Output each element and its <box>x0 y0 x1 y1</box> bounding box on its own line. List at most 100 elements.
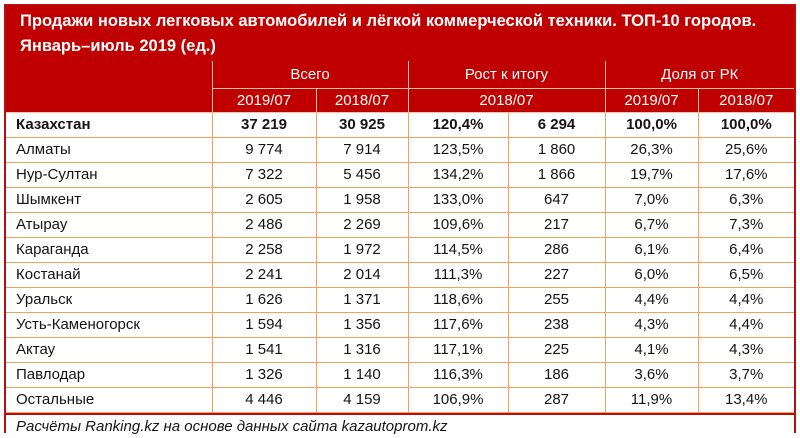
header-sub-row: 2019/07 2018/07 2018/07 2019/07 2018/07 <box>6 88 795 113</box>
value-cell: 1 626 <box>211 286 317 313</box>
source-note: Расчёты Ranking.kz на основе данных сайт… <box>6 412 794 438</box>
table-row: Костанай 2 241 2 014 111,3% 227 6,0% 6,5% <box>6 261 795 288</box>
value-cell: 2 605 <box>211 186 317 213</box>
value-cell: 225 <box>507 336 606 363</box>
value-cell: 7,3% <box>697 211 795 238</box>
value-cell: 2 486 <box>211 211 317 238</box>
table-row: Караганда 2 258 1 972 114,5% 286 6,1% 6,4% <box>6 236 795 263</box>
value-cell: 6,0% <box>604 261 699 288</box>
value-cell: 133,0% <box>407 186 509 213</box>
value-cell: 37 219 <box>211 111 317 138</box>
value-cell: 227 <box>507 261 606 288</box>
group-header-share: Доля от РК <box>604 61 795 89</box>
value-cell: 1 860 <box>507 136 606 163</box>
value-cell: 6,5% <box>697 261 795 288</box>
value-cell: 217 <box>507 211 606 238</box>
sales-table: Всего Рост к итогу Доля от РК 2019/07 20… <box>6 61 795 413</box>
city-cell: Атырау <box>6 211 213 238</box>
city-cell: Алматы <box>6 136 213 163</box>
header-group-row: Всего Рост к итогу Доля от РК <box>6 61 795 113</box>
value-cell: 17,6% <box>697 161 795 188</box>
city-cell: Шымкент <box>6 186 213 213</box>
value-cell: 2 258 <box>211 236 317 263</box>
value-cell: 2 241 <box>211 261 317 288</box>
stats-table-card: Продажи новых легковых автомобилей и лёг… <box>4 4 796 438</box>
value-cell: 286 <box>507 236 606 263</box>
value-cell: 13,4% <box>697 386 795 413</box>
subheader-growth-2018: 2018/07 <box>407 88 606 113</box>
value-cell: 26,3% <box>604 136 699 163</box>
city-cell: Костанай <box>6 261 213 288</box>
value-cell: 1 594 <box>211 311 317 338</box>
value-cell: 1 958 <box>315 186 409 213</box>
table-row: Казахстан 37 219 30 925 120,4% 6 294 100,0% 10… <box>6 111 795 138</box>
value-cell: 6,4% <box>697 236 795 263</box>
value-cell: 11,9% <box>604 386 699 413</box>
value-cell: 117,1% <box>407 336 509 363</box>
city-cell: Караганда <box>6 236 213 263</box>
table-title-line1: Продажи новых легковых автомобилей и лёг… <box>20 12 757 30</box>
value-cell: 6,1% <box>604 236 699 263</box>
value-cell: 118,6% <box>407 286 509 313</box>
value-cell: 100,0% <box>697 111 795 138</box>
value-cell: 6 294 <box>507 111 606 138</box>
value-cell: 186 <box>507 361 606 388</box>
value-cell: 4,3% <box>697 336 795 363</box>
value-cell: 4,4% <box>697 311 795 338</box>
value-cell: 1 972 <box>315 236 409 263</box>
value-cell: 6,3% <box>697 186 795 213</box>
value-cell: 1 316 <box>315 336 409 363</box>
corner-cell <box>6 61 213 113</box>
table-row: Остальные 4 446 4 159 106,9% 287 11,9% 13,4% <box>6 386 795 413</box>
value-cell: 287 <box>507 386 606 413</box>
value-cell: 4 159 <box>315 386 409 413</box>
value-cell: 1 371 <box>315 286 409 313</box>
subheader-share-2018: 2018/07 <box>697 88 795 113</box>
value-cell: 4,3% <box>604 311 699 338</box>
table-title: Продажи новых легковых автомобилей и лёг… <box>6 6 794 61</box>
value-cell: 7 914 <box>315 136 409 163</box>
value-cell: 9 774 <box>211 136 317 163</box>
table-row: Алматы 9 774 7 914 123,5% 1 860 26,3% 25,6% <box>6 136 795 163</box>
value-cell: 7,0% <box>604 186 699 213</box>
city-cell: Казахстан <box>6 111 213 138</box>
city-cell: Остальные <box>6 386 213 413</box>
value-cell: 2 014 <box>315 261 409 288</box>
value-cell: 1 866 <box>507 161 606 188</box>
value-cell: 238 <box>507 311 606 338</box>
table-row: Атырау 2 486 2 269 109,6% 217 6,7% 7,3% <box>6 211 795 238</box>
value-cell: 117,6% <box>407 311 509 338</box>
value-cell: 7 322 <box>211 161 317 188</box>
value-cell: 5 456 <box>315 161 409 188</box>
value-cell: 114,5% <box>407 236 509 263</box>
value-cell: 4 446 <box>211 386 317 413</box>
subheader-share-2019: 2019/07 <box>604 88 699 113</box>
value-cell: 30 925 <box>315 111 409 138</box>
value-cell: 100,0% <box>604 111 699 138</box>
value-cell: 6,7% <box>604 211 699 238</box>
value-cell: 4,1% <box>604 336 699 363</box>
table-header: Всего Рост к итогу Доля от РК 2019/07 20… <box>6 61 795 113</box>
value-cell: 647 <box>507 186 606 213</box>
city-cell: Павлодар <box>6 361 213 388</box>
value-cell: 134,2% <box>407 161 509 188</box>
value-cell: 1 356 <box>315 311 409 338</box>
value-cell: 2 269 <box>315 211 409 238</box>
value-cell: 4,4% <box>604 286 699 313</box>
value-cell: 1 541 <box>211 336 317 363</box>
value-cell: 3,6% <box>604 361 699 388</box>
table-body: Казахстан 37 219 30 925 120,4% 6 294 100,0% 10… <box>6 111 795 413</box>
table-row: Уральск 1 626 1 371 118,6% 255 4,4% 4,4% <box>6 286 795 313</box>
value-cell: 106,9% <box>407 386 509 413</box>
subheader-total-2018: 2018/07 <box>315 88 409 113</box>
table-title-line2: Январь–июль 2019 (ед.) <box>20 37 216 55</box>
value-cell: 120,4% <box>407 111 509 138</box>
value-cell: 255 <box>507 286 606 313</box>
subheader-total-2019: 2019/07 <box>212 88 317 113</box>
value-cell: 19,7% <box>604 161 699 188</box>
value-cell: 109,6% <box>407 211 509 238</box>
city-cell: Уральск <box>6 286 213 313</box>
group-header-total: Всего <box>211 61 409 89</box>
table-row: Шымкент 2 605 1 958 133,0% 647 7,0% 6,3% <box>6 186 795 213</box>
value-cell: 116,3% <box>407 361 509 388</box>
